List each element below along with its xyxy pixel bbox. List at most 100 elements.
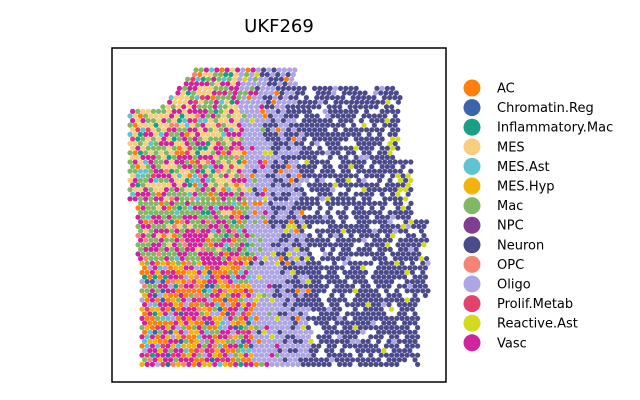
spot-mes-ast [176,173,182,179]
spot-prolif-metab [170,352,176,358]
spot-neuron [317,182,323,188]
spot-oligo [358,154,364,160]
spot-mes [229,67,235,73]
spot-oligo [391,338,397,344]
spot-ac [288,177,294,183]
spot-vasc [228,191,234,197]
spot-oligo [261,357,267,363]
spot-oligo [285,352,291,358]
spot-neuron [335,237,341,243]
spot-oligo [278,150,284,156]
spot-reactive-ast [361,187,367,193]
spot-oligo [257,122,263,128]
spot-neuron [283,246,289,252]
spot-mac [234,242,240,248]
spot-reactive-ast [397,177,403,183]
spot-mes-hyp [196,260,202,266]
spot-neuron [281,251,287,257]
spot-mac [234,205,240,211]
spot-vasc [214,357,220,363]
spot-oligo [288,200,294,206]
spot-neuron [405,191,411,197]
spot-oligo [251,274,257,280]
spot-ac [235,283,241,289]
spot-mes [234,136,240,142]
spot-vasc [200,113,206,119]
spot-oligo [267,141,273,147]
spot-neuron [370,357,376,363]
spot-vasc [138,219,144,225]
spot-ac [149,325,155,331]
spot-vasc [158,237,164,243]
spot-neuron [384,85,390,91]
spot-oligo [337,334,343,340]
spot-mac [156,108,162,114]
spot-neuron [397,168,403,174]
spot-oligo [265,145,271,151]
spot-neuron [309,150,315,156]
spot-oligo [262,168,268,174]
spot-neuron [271,67,277,73]
spot-vasc [162,357,168,363]
spot-oligo [251,357,257,363]
spot-neuron [359,205,365,211]
spot-mac [218,108,224,114]
spot-oligo [255,214,261,220]
spot-mac [127,159,133,165]
spot-vasc [171,108,177,114]
spot-oligo [387,219,393,225]
spot-vasc [242,228,248,234]
spot-oligo [291,191,297,197]
spot-oligo [251,338,257,344]
spot-mes [174,141,180,147]
spot-oligo [247,219,253,225]
spot-prolif-metab [233,260,239,266]
spot-mac [249,233,255,239]
spot-neuron [386,338,392,344]
spot-neuron [365,283,371,289]
spot-neuron [296,85,302,91]
spot-neuron [314,196,320,202]
spot-vasc [209,274,215,280]
spot-neuron [332,108,338,114]
spot-mac [204,338,210,344]
spot-oligo [300,260,306,266]
spot-neuron [332,127,338,133]
spot-neuron [324,348,330,354]
spot-vasc [246,338,252,344]
spot-neuron [352,279,358,285]
spot-neuron [324,283,330,289]
spot-mes [210,122,216,128]
spot-vasc [234,85,240,91]
spot-neuron [366,196,372,202]
spot-inflammatory-mac [137,131,143,137]
spot-mes-hyp [222,361,228,367]
spot-mes-hyp [188,274,194,280]
spot-mac [164,237,170,243]
spot-oligo [256,348,262,354]
spot-mes [153,131,159,137]
spot-mac [238,297,244,303]
spot-mac [214,329,220,335]
spot-neuron [415,352,421,358]
spot-mac [148,256,154,262]
spot-neuron [311,315,317,321]
spot-vasc [163,187,169,193]
spot-ac [241,159,247,165]
spot-opc [227,334,233,340]
spot-neuron [317,191,323,197]
spot-vasc [235,302,241,308]
spot-neuron [397,159,403,165]
spot-neuron [369,164,375,170]
spot-oligo [332,85,338,91]
spot-ac [196,288,202,294]
spot-reactive-ast [385,242,391,248]
spot-mac [226,113,232,119]
spot-neuron [308,348,314,354]
spot-neuron [364,191,370,197]
spot-neuron [404,325,410,331]
spot-neuron [286,182,292,188]
spot-neuron [364,214,370,220]
spot-oligo [278,228,284,234]
spot-mes [202,72,208,78]
